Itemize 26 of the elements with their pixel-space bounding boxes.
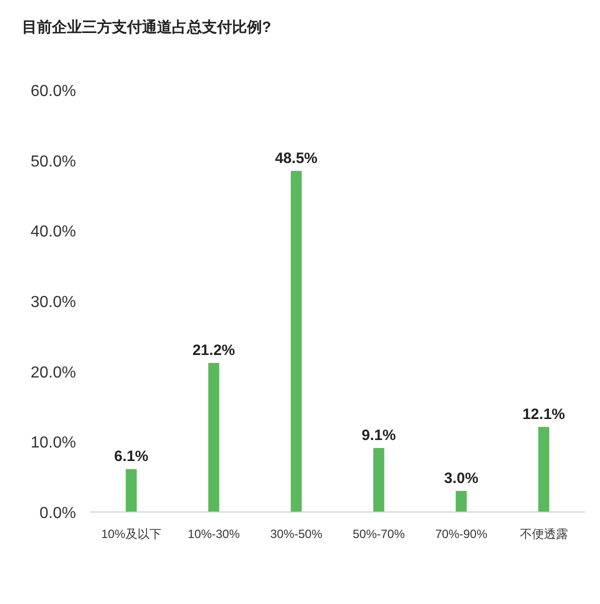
x-tick-label: 10%及以下 bbox=[101, 527, 162, 541]
bar bbox=[373, 448, 384, 512]
y-tick-label: 40.0% bbox=[30, 224, 76, 241]
data-label: 21.2% bbox=[192, 342, 236, 359]
x-tick-label: 10%-30% bbox=[188, 527, 240, 541]
data-label: 6.1% bbox=[114, 448, 148, 466]
data-label: 3.0% bbox=[444, 470, 478, 487]
y-tick-label: 20.0% bbox=[30, 364, 76, 382]
chart-title: 目前企业三方支付通道占总支付比例? bbox=[22, 18, 272, 36]
y-tick-label: 50.0% bbox=[30, 153, 76, 170]
data-label: 12.1% bbox=[522, 406, 566, 423]
x-tick-label: 30%-50% bbox=[270, 527, 323, 541]
y-tick-label: 60.0% bbox=[30, 83, 76, 100]
bar bbox=[126, 469, 137, 512]
y-tick-label: 30.0% bbox=[30, 294, 76, 311]
x-tick-label: 70%-90% bbox=[435, 527, 488, 541]
data-label: 9.1% bbox=[362, 426, 396, 444]
y-tick-label: 0.0% bbox=[40, 505, 76, 522]
bar bbox=[290, 170, 302, 512]
bar bbox=[538, 426, 550, 512]
y-tick-label: 10.0% bbox=[30, 434, 76, 452]
data-label: 48.5% bbox=[274, 150, 318, 167]
bar bbox=[456, 490, 467, 512]
bar bbox=[208, 362, 220, 512]
x-tick-label: 不便透露 bbox=[520, 527, 568, 541]
x-tick-label: 50%-70% bbox=[352, 527, 406, 541]
